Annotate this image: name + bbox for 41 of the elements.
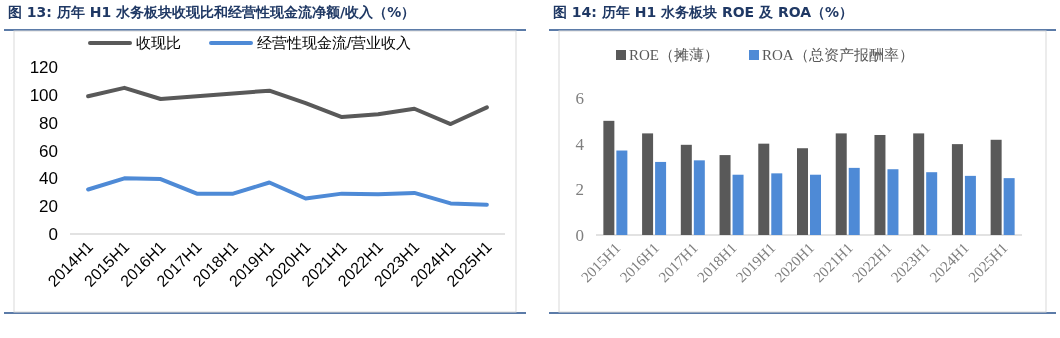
y-tick-label: 40: [39, 169, 58, 189]
legend-label: 收现比: [136, 34, 181, 51]
bar: [848, 167, 860, 235]
bar: [616, 150, 628, 235]
bar: [732, 174, 744, 235]
bar: [964, 175, 976, 235]
y-tick-label: 60: [39, 141, 58, 161]
bar: [810, 174, 821, 235]
bar: [913, 133, 925, 235]
bar: [642, 133, 654, 235]
line-series: [86, 176, 489, 207]
bar: [771, 173, 783, 235]
y-tick-label: 2: [575, 180, 584, 200]
y-tick-label: 0: [575, 226, 584, 245]
bar: [926, 172, 938, 235]
bar: [719, 155, 731, 235]
bar: [835, 133, 847, 235]
bar: [1003, 178, 1015, 235]
bar: [874, 134, 886, 235]
line-series: [86, 85, 489, 127]
legend-label: ROA（总资产报酬率）: [762, 47, 914, 63]
y-tick-label: 120: [29, 58, 58, 77]
y-tick-label: 100: [29, 85, 58, 105]
chart-title: 图 14: 历年 H1 水务板块 ROE 及 ROA（%）: [553, 4, 854, 20]
bar: [758, 143, 770, 235]
bar: [887, 169, 899, 235]
bar: [603, 120, 615, 235]
legend-label: ROE（摊薄）: [629, 47, 719, 63]
bar: [693, 160, 705, 235]
y-tick-label: 4: [575, 134, 585, 154]
y-tick-label: 80: [39, 113, 58, 133]
y-tick-label: 6: [575, 89, 584, 108]
bar: [797, 148, 808, 235]
bar: [990, 139, 1002, 235]
y-tick-label: 20: [39, 197, 58, 217]
chart-title: 图 13: 历年 H1 水务板块收现比和经营性现金流净额/收入（%）: [8, 4, 416, 20]
legend-label: 经营性现金流/营业收入: [257, 34, 412, 51]
bar: [951, 144, 963, 235]
bar: [680, 144, 692, 235]
y-tick-label: 0: [48, 225, 58, 244]
bar: [655, 161, 667, 235]
